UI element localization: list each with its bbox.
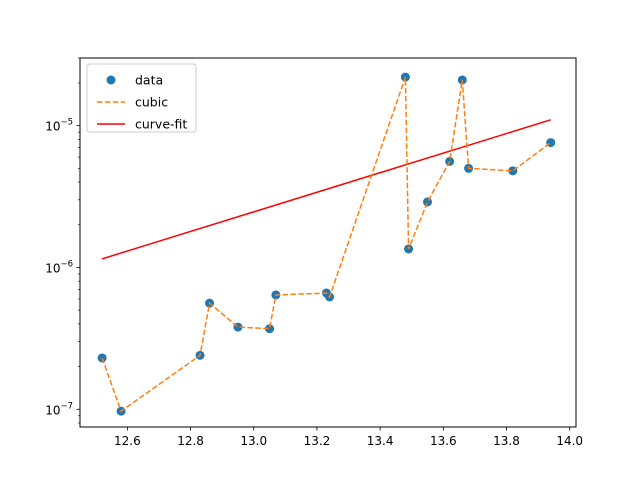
data-point [265, 324, 275, 334]
series-group [97, 72, 556, 416]
legend-marker-data [106, 75, 116, 85]
axes-ticks: 12.6 12.8 13.0 13.2 13.4 13.6 13.8 14.0 10−7 10−6… [45, 57, 583, 448]
x-tick-label: 13.0 [240, 434, 267, 448]
x-tick-label: 13.4 [367, 434, 394, 448]
legend-label: data [135, 73, 163, 88]
y-tick-label: 10−6 [45, 259, 73, 275]
x-tick-label: 12.8 [177, 434, 204, 448]
series-line-curve-fit [101, 119, 551, 260]
plot-area [97, 72, 556, 416]
legend-label: cubic [135, 95, 168, 110]
series-line-cubic [101, 76, 552, 413]
x-tick-label: 13.6 [430, 434, 457, 448]
legend-label: curve-fit [135, 117, 187, 132]
x-tick-label: 12.6 [114, 434, 141, 448]
axes-frame [79, 57, 577, 428]
legend: data cubic curve-fit [86, 63, 197, 133]
y-tick-label: 10−5 [45, 118, 73, 134]
y-tick-label: 10−7 [45, 401, 73, 417]
x-tick-label: 14.0 [556, 434, 583, 448]
data-point [423, 197, 433, 207]
x-tick-label: 13.2 [304, 434, 331, 448]
x-tick-label: 13.8 [493, 434, 520, 448]
